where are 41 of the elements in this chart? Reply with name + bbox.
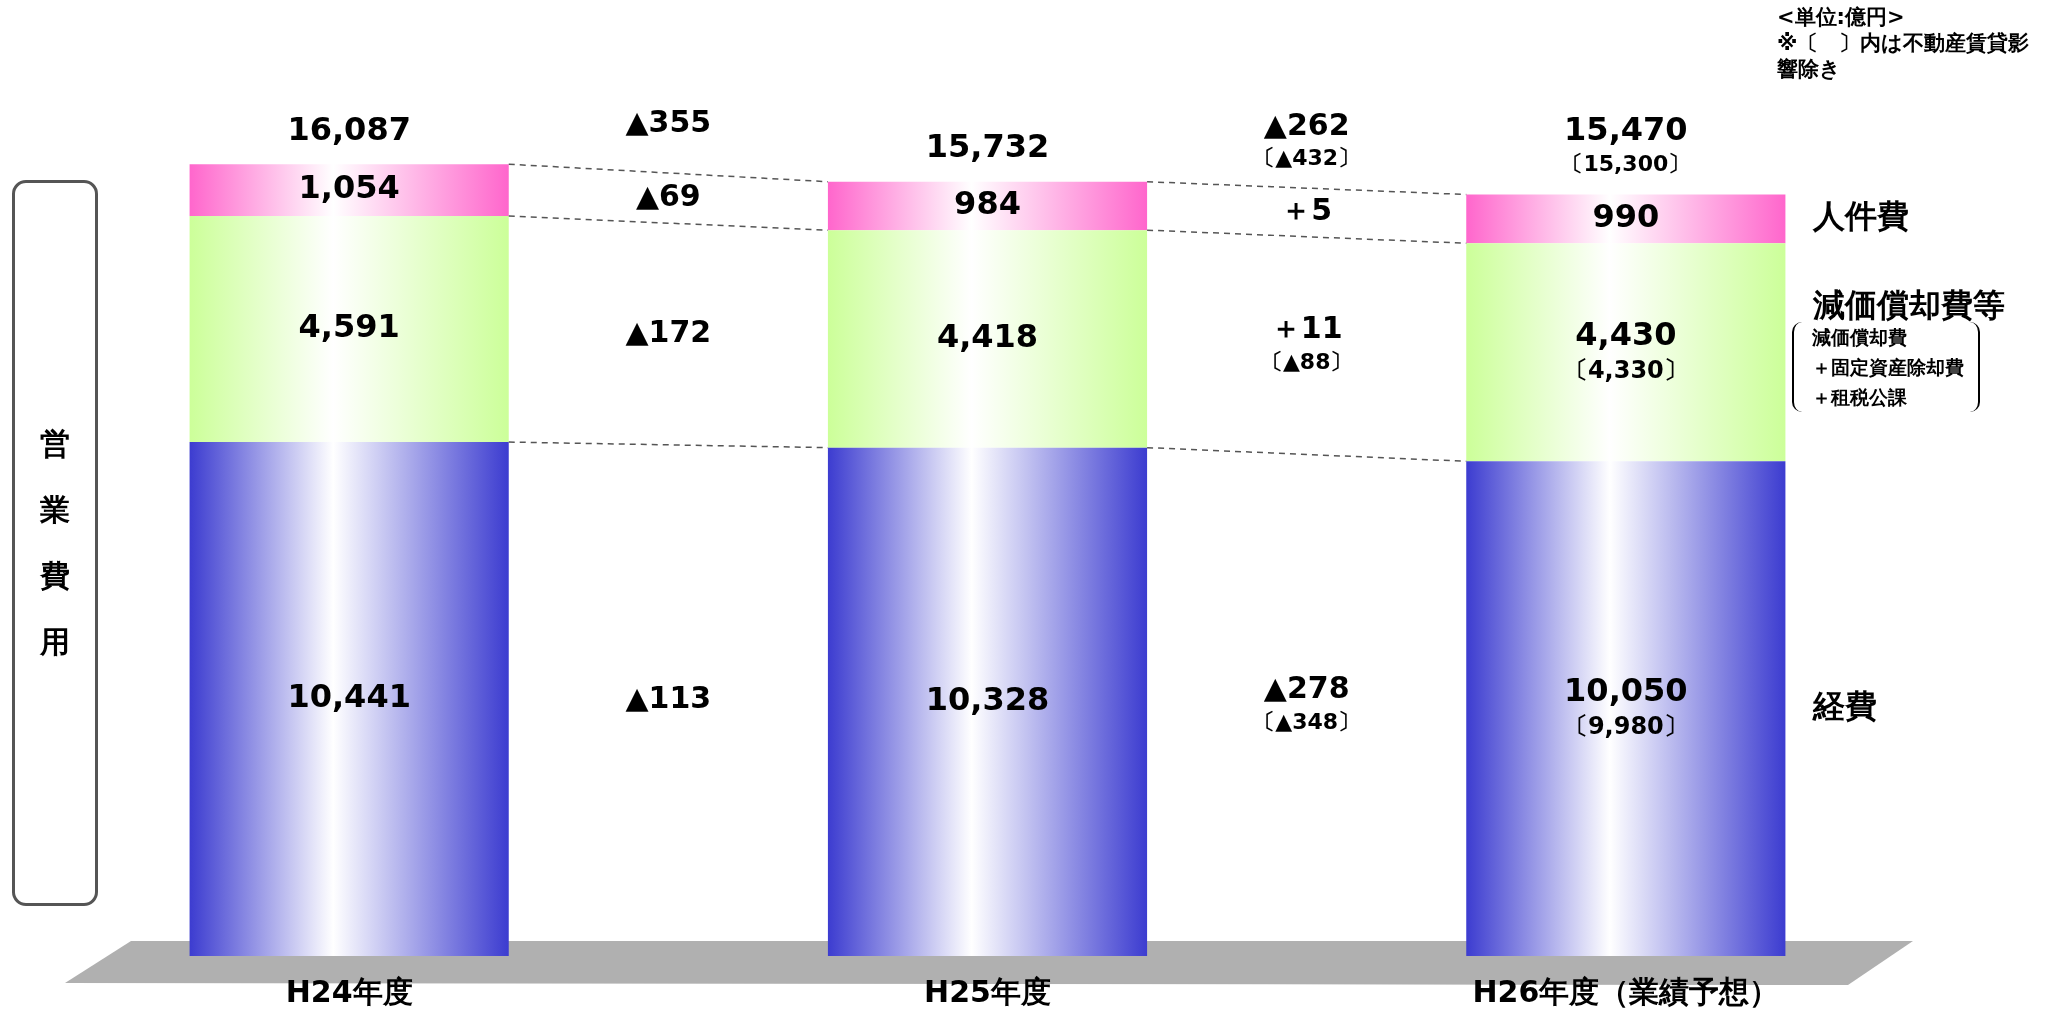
bar: [189, 216, 509, 443]
annotation: ＋5: [1281, 192, 1333, 228]
bar: [827, 181, 1148, 231]
annotation: ＋11 〔▲88〕: [1260, 310, 1353, 375]
annotation: ▲172: [625, 313, 712, 349]
x-tick-label: H25年度: [924, 973, 1051, 1009]
data-label: 984: [954, 184, 1021, 223]
bar: [189, 164, 509, 217]
data-label: 4,430 〔4,330〕: [1563, 314, 1688, 384]
text: <単位:億円>: [1777, 4, 1906, 30]
x-tick-label: H24年度: [285, 973, 413, 1009]
text: ▲355: [625, 104, 712, 140]
data-label: 1,054: [298, 168, 400, 207]
bar: [827, 230, 1148, 448]
total-label: 15,732: [925, 127, 1050, 166]
x-tick-label: H26年度（業績予想）: [1472, 973, 1780, 1009]
total-label: 16,087: [287, 109, 411, 148]
annotation: ▲113: [625, 680, 712, 716]
data-label: 4,418: [936, 317, 1039, 356]
bar: [1466, 194, 1786, 244]
bar: [1466, 461, 1786, 956]
annotation: ＋固定資産除却費: [1812, 355, 1964, 380]
series-label: 減価償却費等: [1812, 285, 2006, 324]
series-label: 人件費: [1812, 197, 1910, 236]
annotation: 減価償却費: [1812, 325, 1908, 350]
data-label: 10,328: [925, 680, 1050, 719]
bar: [189, 442, 509, 956]
annotation: ▲278 〔▲348〕: [1253, 670, 1361, 734]
data-label: 4,591: [298, 307, 400, 346]
annotation: ▲69: [635, 177, 701, 213]
data-label: 10,050 〔9,980〕: [1563, 670, 1688, 740]
data-label: 10,441: [287, 677, 411, 716]
annotation: ＋租税公課: [1812, 385, 1908, 410]
text: ※〔 〕内は不動産賃貸影響除き: [1777, 30, 2031, 82]
total-label: 15,470 〔15,300〕: [1561, 109, 1691, 177]
data-label: 990: [1592, 197, 1660, 236]
series-label: 経費: [1812, 686, 1878, 725]
annotation: ▲262 〔▲432〕: [1253, 106, 1361, 171]
bar: [827, 447, 1148, 956]
y-axis-title: 営業費用: [39, 425, 71, 661]
bar: [1466, 243, 1786, 462]
